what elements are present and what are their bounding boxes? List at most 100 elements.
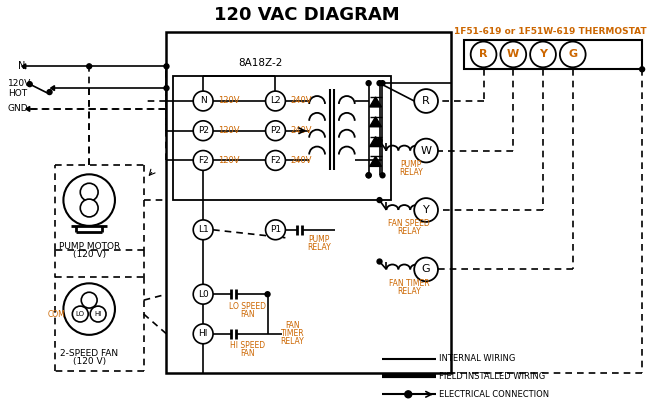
- Text: 240V: 240V: [290, 156, 312, 165]
- Text: Y: Y: [539, 49, 547, 59]
- Text: HI: HI: [198, 329, 208, 339]
- Circle shape: [640, 67, 645, 72]
- Text: P2: P2: [270, 126, 281, 135]
- Text: R: R: [422, 96, 430, 106]
- Text: LO SPEED: LO SPEED: [229, 302, 266, 310]
- Circle shape: [64, 283, 115, 335]
- Text: RELAY: RELAY: [397, 287, 421, 296]
- Text: FAN SPEED: FAN SPEED: [389, 220, 430, 228]
- Circle shape: [366, 81, 371, 85]
- Text: 240V: 240V: [290, 126, 312, 135]
- Text: FAN: FAN: [285, 321, 299, 331]
- Polygon shape: [370, 137, 381, 147]
- Bar: [464, 39, 642, 69]
- Circle shape: [471, 41, 496, 67]
- Polygon shape: [25, 106, 29, 111]
- Text: RELAY: RELAY: [281, 337, 304, 346]
- Text: 120V: 120V: [8, 79, 31, 88]
- Polygon shape: [22, 64, 25, 69]
- Text: PUMP: PUMP: [401, 160, 422, 169]
- Text: 8A18Z-2: 8A18Z-2: [238, 58, 282, 68]
- Circle shape: [500, 41, 526, 67]
- Circle shape: [414, 139, 438, 163]
- Circle shape: [377, 259, 382, 264]
- Text: INTERNAL WIRING: INTERNAL WIRING: [439, 354, 515, 363]
- Text: FAN: FAN: [241, 310, 255, 318]
- Text: 120V: 120V: [218, 156, 239, 165]
- Circle shape: [377, 81, 382, 85]
- Circle shape: [405, 391, 412, 398]
- Circle shape: [560, 41, 586, 67]
- Text: HI: HI: [94, 311, 102, 317]
- Circle shape: [193, 150, 213, 171]
- Circle shape: [64, 174, 115, 226]
- Bar: [174, 76, 391, 200]
- Circle shape: [265, 292, 270, 297]
- Text: RELAY: RELAY: [308, 243, 331, 252]
- Text: 240V: 240V: [290, 96, 312, 106]
- Text: COM: COM: [48, 310, 66, 318]
- Polygon shape: [370, 156, 381, 166]
- Circle shape: [193, 91, 213, 111]
- Circle shape: [80, 199, 98, 217]
- Circle shape: [164, 85, 169, 91]
- Text: HI SPEED: HI SPEED: [230, 341, 265, 350]
- Circle shape: [86, 64, 92, 69]
- Text: LO: LO: [76, 311, 85, 317]
- Circle shape: [47, 90, 52, 95]
- Circle shape: [414, 258, 438, 281]
- Text: 120V: 120V: [218, 126, 239, 135]
- Text: FAN TIMER: FAN TIMER: [389, 279, 429, 288]
- Circle shape: [380, 173, 385, 178]
- Text: (120 V): (120 V): [72, 357, 106, 366]
- Polygon shape: [50, 85, 54, 91]
- Text: 1F51-619 or 1F51W-619 THERMOSTAT: 1F51-619 or 1F51W-619 THERMOSTAT: [454, 27, 647, 36]
- Circle shape: [193, 220, 213, 240]
- Text: Y: Y: [423, 205, 429, 215]
- Text: F2: F2: [270, 156, 281, 165]
- Text: FIELD INSTALLED WIRING: FIELD INSTALLED WIRING: [439, 372, 545, 381]
- Circle shape: [164, 64, 169, 69]
- Text: (120 V): (120 V): [72, 250, 106, 259]
- Text: N: N: [200, 96, 206, 106]
- Text: W: W: [507, 49, 519, 59]
- Text: GND: GND: [8, 104, 29, 114]
- Text: RELAY: RELAY: [397, 227, 421, 236]
- Text: W: W: [421, 145, 431, 155]
- Text: 120V: 120V: [218, 96, 239, 106]
- Text: PUMP MOTOR: PUMP MOTOR: [58, 242, 120, 251]
- Circle shape: [414, 198, 438, 222]
- Circle shape: [377, 138, 382, 143]
- Circle shape: [265, 220, 285, 240]
- Text: G: G: [568, 49, 578, 59]
- Text: TIMER: TIMER: [281, 329, 304, 339]
- Text: P2: P2: [198, 126, 208, 135]
- Text: L2: L2: [270, 96, 281, 106]
- Circle shape: [90, 306, 106, 322]
- Polygon shape: [370, 97, 381, 107]
- Circle shape: [414, 89, 438, 113]
- Text: 120 VAC DIAGRAM: 120 VAC DIAGRAM: [214, 6, 400, 24]
- Text: ELECTRICAL CONNECTION: ELECTRICAL CONNECTION: [439, 390, 549, 399]
- Text: RELAY: RELAY: [399, 168, 423, 177]
- Circle shape: [72, 306, 88, 322]
- Text: HOT: HOT: [8, 88, 27, 98]
- Text: L1: L1: [198, 225, 208, 234]
- Text: PUMP: PUMP: [308, 235, 330, 244]
- Circle shape: [193, 285, 213, 304]
- Text: G: G: [422, 264, 430, 274]
- Polygon shape: [370, 117, 381, 127]
- Circle shape: [27, 82, 32, 87]
- Circle shape: [265, 91, 285, 111]
- Text: L0: L0: [198, 290, 208, 299]
- Text: R: R: [479, 49, 488, 59]
- Text: F2: F2: [198, 156, 208, 165]
- Text: P1: P1: [270, 225, 281, 234]
- Circle shape: [80, 183, 98, 201]
- Circle shape: [366, 173, 371, 178]
- Circle shape: [265, 150, 285, 171]
- Circle shape: [380, 81, 385, 85]
- Text: FAN: FAN: [241, 349, 255, 358]
- Circle shape: [193, 324, 213, 344]
- Text: 2-SPEED FAN: 2-SPEED FAN: [60, 349, 118, 358]
